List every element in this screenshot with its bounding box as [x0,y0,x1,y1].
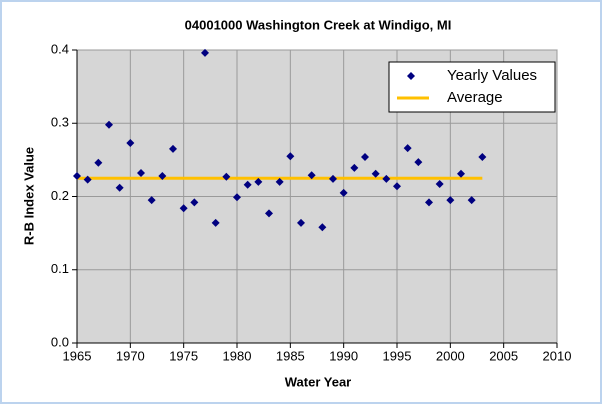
data-point [73,171,81,180]
data-point [297,218,305,227]
data-point [403,144,412,153]
data-point [254,177,263,186]
data-point [361,152,369,161]
data-point [115,183,124,192]
data-point [83,175,92,184]
data-point [393,182,401,191]
x-tick-label: 1990 [329,348,358,363]
data-point [137,169,145,178]
data-point [435,180,444,189]
x-tick-label: 1975 [169,348,198,363]
data-point [222,172,231,181]
y-axis-label: R-B Index Value [21,147,36,245]
x-tick-label: 1995 [383,348,412,363]
data-point [147,196,156,205]
x-tick-label: 2000 [436,348,465,363]
data-point [329,174,337,183]
data-point [105,120,113,129]
data-point [94,158,103,167]
x-tick-label: 2005 [489,348,518,363]
x-tick-label: 1970 [116,348,145,363]
data-point [414,158,423,167]
data-point [478,152,487,161]
data-point [158,171,167,180]
legend-label: Average [447,89,503,106]
data-point [318,223,327,232]
y-tick-label: 0.0 [51,334,69,349]
data-point [307,171,316,180]
data-point [425,198,433,207]
legend [388,61,556,113]
y-tick-label: 0.2 [51,188,69,203]
data-point [169,144,177,153]
data-point [211,218,220,227]
data-point [190,198,199,207]
data-point [265,209,273,218]
data-point [233,193,241,202]
data-point [457,169,465,178]
data-point [286,152,295,161]
data-point [467,196,476,205]
x-tick-label: 1985 [276,348,305,363]
y-tick-label: 0.3 [51,115,69,130]
data-point [371,169,380,178]
data-point [382,174,391,183]
data-point [350,163,359,172]
chart-title: 04001000 Washington Creek at Windigo, MI [185,17,452,32]
x-tick-label: 1965 [63,348,92,363]
legend-marker [407,72,415,80]
data-point [126,139,135,148]
x-axis-label: Water Year [285,374,352,389]
data-point [339,188,348,197]
data-point [179,204,188,213]
data-point [201,48,209,57]
data-point [275,177,284,186]
data-point [446,196,455,205]
y-tick-label: 0.1 [51,261,69,276]
x-tick-label: 2010 [543,348,572,363]
y-tick-label: 0.4 [51,41,69,56]
x-tick-label: 1980 [223,348,252,363]
data-point [243,180,252,189]
legend-label: Yearly Values [447,67,537,84]
